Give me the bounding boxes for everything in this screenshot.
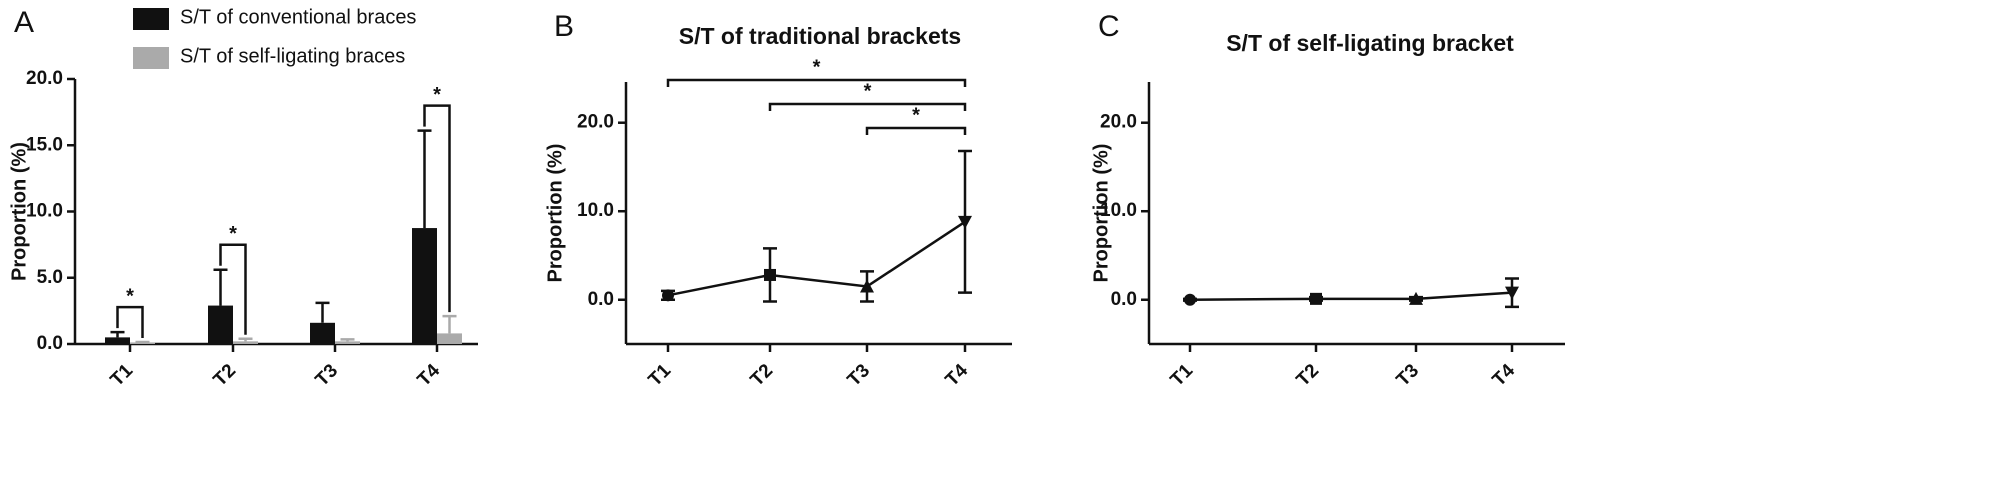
x-tick-label: T4: [942, 360, 973, 391]
y-tick-label: 0.0: [588, 289, 614, 310]
marker: [860, 279, 874, 293]
y-axis-label: Proportion (%): [544, 144, 566, 283]
bar: [437, 333, 462, 344]
error-bar: [417, 129, 432, 229]
y-tick-label: 10.0: [577, 200, 614, 221]
bar: [412, 228, 437, 344]
chart-title: S/T of self-ligating bracket: [1226, 30, 1514, 56]
error-bar: [213, 268, 228, 306]
significance-bracket: [219, 243, 247, 335]
significance-label: *: [433, 84, 441, 106]
significance-label: *: [126, 285, 134, 307]
marker: [958, 215, 972, 229]
legend-swatch: [133, 47, 169, 69]
significance-bracket: [768, 102, 967, 111]
error-bar: [110, 330, 125, 338]
marker: [1184, 293, 1196, 306]
legend-swatch: [133, 8, 169, 30]
x-tick-label: T4: [414, 360, 445, 391]
x-tick-label: T2: [210, 360, 241, 391]
marker: [1409, 291, 1423, 305]
x-tick-label: T1: [107, 360, 138, 391]
y-axis-label: Proportion (%): [8, 142, 30, 281]
legend-label: S/T of conventional braces: [180, 6, 416, 28]
error-bar: [135, 340, 150, 344]
x-tick-label: T3: [312, 360, 343, 391]
bar: [208, 305, 233, 344]
significance-bracket: [666, 78, 967, 87]
bar: [233, 341, 258, 344]
y-tick-label: 0.0: [37, 333, 63, 354]
bar: [310, 322, 335, 344]
significance-bracket: [423, 104, 451, 313]
bar: [130, 342, 155, 344]
marker: [1310, 292, 1322, 305]
significance-label: *: [912, 104, 920, 126]
panel-letter: C: [1098, 10, 1120, 43]
significance-bracket: [865, 126, 967, 135]
y-tick-label: 5.0: [37, 267, 63, 288]
bar: [335, 341, 360, 344]
error-bar: [340, 338, 355, 342]
y-tick-label: 0.0: [1111, 289, 1137, 310]
bar: [105, 337, 130, 344]
y-axis-label: Proportion (%): [1090, 144, 1112, 283]
panel-letter: A: [14, 6, 34, 39]
x-tick-label: T3: [844, 360, 875, 391]
marker: [764, 268, 776, 281]
error-bar: [442, 314, 457, 334]
y-tick-label: 20.0: [1100, 112, 1137, 133]
legend-label: S/T of self-ligating braces: [180, 45, 405, 67]
x-tick-label: T3: [1393, 360, 1424, 391]
x-tick-label: T2: [747, 360, 778, 391]
x-tick-label: T1: [645, 360, 676, 391]
error-bar: [315, 301, 330, 323]
significance-label: *: [813, 56, 821, 78]
significance-label: *: [864, 80, 872, 102]
error-bar: [238, 337, 253, 342]
marker: [1505, 286, 1519, 300]
line: [667, 220, 966, 297]
x-tick-label: T1: [1167, 360, 1198, 391]
y-tick-label: 15.0: [26, 134, 63, 155]
x-tick-label: T4: [1489, 360, 1520, 391]
y-tick-label: 10.0: [26, 201, 63, 222]
significance-label: *: [229, 223, 237, 245]
y-tick-label: 10.0: [1100, 200, 1137, 221]
marker: [662, 289, 674, 302]
significance-bracket: [116, 305, 144, 339]
x-tick-label: T2: [1293, 360, 1324, 391]
y-tick-label: 20.0: [577, 112, 614, 133]
line: [1189, 291, 1513, 301]
chart-title: S/T of traditional brackets: [679, 23, 961, 49]
panel-letter: B: [554, 10, 574, 43]
y-tick-label: 20.0: [26, 68, 63, 89]
